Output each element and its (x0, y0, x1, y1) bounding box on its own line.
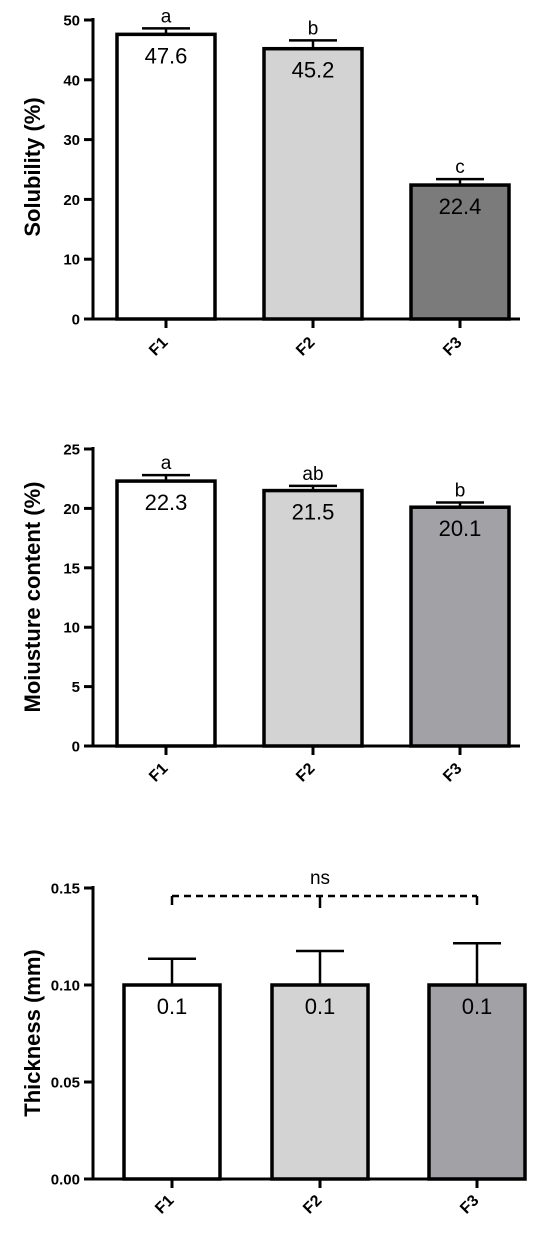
value-label-F1: 47.6 (145, 43, 188, 68)
y-tick-label: 0.15 (51, 881, 80, 898)
value-label-F2: 0.1 (305, 994, 336, 1019)
y-tick-label: 0 (72, 312, 80, 329)
y-tick-label: 10 (63, 252, 80, 269)
y-tick-label: 0.10 (51, 978, 80, 995)
significance-letter-F3: b (455, 480, 466, 501)
x-tick-label-F3: F3 (457, 1192, 482, 1217)
x-tick-label-F1: F1 (146, 334, 171, 359)
y-tick-label: 0.05 (51, 1075, 80, 1092)
x-tick-label-F1: F1 (152, 1192, 177, 1217)
significance-letter-F3: c (455, 157, 465, 178)
bar-F1 (115, 32, 217, 321)
y-tick-label: 25 (63, 442, 80, 459)
bar-F3 (409, 505, 511, 748)
bar-F2 (262, 488, 364, 748)
y-tick-label: 20 (63, 501, 80, 518)
y-tick-label: 5 (72, 679, 80, 696)
value-label-F3: 22.4 (439, 194, 482, 219)
x-tick-label-F2: F2 (293, 760, 318, 785)
x-tick-label-F2: F2 (293, 334, 318, 359)
y-tick-label: 40 (63, 72, 80, 89)
value-label-F2: 45.2 (292, 58, 335, 83)
chart-panel-1: 0 10 20 30 40 50 Solubility (%) 47.6 a F1 45.2 b F2 2… (20, 6, 520, 359)
bar-F2 (270, 983, 370, 1181)
y-tick-label: 20 (63, 192, 80, 209)
value-label-F2: 21.5 (292, 500, 335, 525)
x-tick-label-F3: F3 (440, 334, 465, 359)
y-tick-label: 15 (63, 560, 80, 577)
y-tick-label: 0.00 (51, 1172, 80, 1189)
value-label-F3: 0.1 (462, 994, 493, 1019)
value-label-F1: 22.3 (145, 490, 188, 515)
y-tick-label: 0 (72, 739, 80, 756)
x-tick-label-F3: F3 (440, 760, 465, 785)
y-tick-label: 10 (63, 620, 80, 637)
bar-F1 (115, 479, 217, 748)
y-axis-title: Moiusture content (%) (20, 482, 45, 713)
chart-panel-2: 0 5 10 15 20 25 Moiusture content (%) 22.3 a F1 21… (20, 442, 520, 785)
significance-letter-F2: b (308, 18, 319, 39)
bar-F3 (427, 983, 527, 1181)
y-axis-title: Thickness (mm) (20, 949, 45, 1117)
chart-panel-3: 0.00 0.05 0.10 0.15 Thickness (mm) 0.1 F1 0.1 F2… (20, 868, 527, 1217)
y-tick-label: 30 (63, 132, 80, 149)
significance-letter-F1: a (161, 6, 172, 27)
value-label-F3: 20.1 (439, 516, 482, 541)
significance-letter-F2: ab (302, 464, 323, 485)
x-tick-label-F2: F2 (300, 1192, 325, 1217)
y-axis-title: Solubility (%) (20, 97, 45, 236)
bar-F1 (122, 983, 222, 1181)
value-label-F1: 0.1 (157, 994, 188, 1019)
y-tick-label: 50 (63, 13, 80, 30)
x-tick-label-F1: F1 (146, 760, 171, 785)
significance-letter-F1: a (161, 453, 172, 474)
bar-F2 (262, 46, 364, 321)
significance-label: ns (310, 868, 330, 889)
